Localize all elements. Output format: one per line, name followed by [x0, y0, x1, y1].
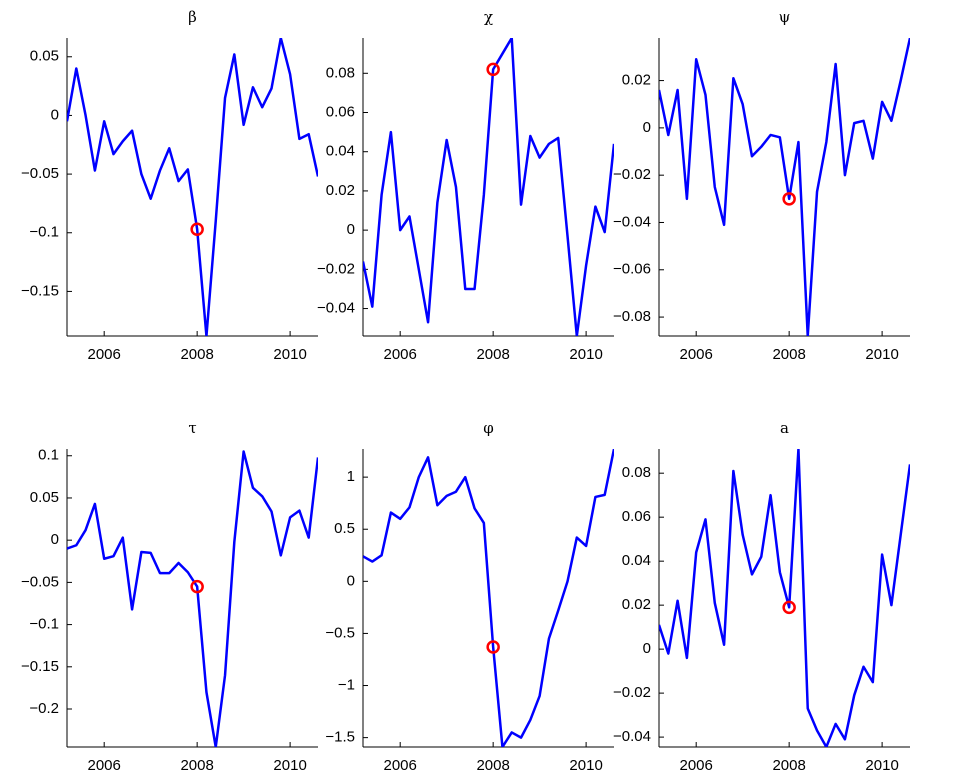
subplot: β 0.05 0 −0.05 −0.1 −0.15 2006 2008 2010 [21, 8, 318, 363]
y-tick-label: −0.02 [613, 684, 651, 701]
y-tick-label: −0.08 [613, 308, 651, 325]
highlight-marker [190, 222, 204, 236]
y-tick-label: −0.1 [29, 616, 59, 633]
y-tick-label: 0 [347, 572, 355, 589]
plot-area [659, 38, 910, 336]
y-tick-label: 0.1 [38, 447, 59, 464]
data-line [363, 38, 614, 336]
x-tick-label: 2006 [383, 757, 416, 774]
y-tick-label: 0 [51, 531, 59, 548]
x-tick-label: 2008 [180, 757, 213, 774]
y-tick-label: −0.04 [613, 728, 651, 745]
x-tick-label: 2006 [679, 346, 712, 363]
y-tick-label: 0 [643, 119, 651, 136]
subplot-title: φ [483, 419, 494, 437]
x-tick-label: 2006 [87, 757, 120, 774]
subplot-title: ψ [779, 8, 791, 26]
x-tick-label: 2010 [273, 757, 306, 774]
subplot-title: a [780, 419, 789, 437]
subplot: τ 0.1 0.05 0 −0.05 −0.1 −0.15 −0.2 2006 2008 2010 [21, 419, 318, 774]
y-tick-label: 0 [347, 221, 355, 238]
data-line [67, 450, 318, 747]
subplot-title: β [188, 8, 197, 26]
x-tick-label: 2006 [679, 757, 712, 774]
x-tick-label: 2010 [273, 346, 306, 363]
data-line [67, 38, 318, 336]
y-tick-label: 0 [643, 640, 651, 657]
y-tick-label: −0.5 [325, 624, 355, 641]
y-tick-label: 0.5 [334, 520, 355, 537]
plot-area [659, 449, 910, 747]
x-tick-label: 2008 [772, 757, 805, 774]
plot-area [67, 38, 318, 336]
x-tick-label: 2008 [772, 346, 805, 363]
y-tick-label: −0.06 [613, 261, 651, 278]
plot-area [363, 449, 614, 747]
y-tick-label: −1.5 [325, 729, 355, 746]
x-tick-label: 2006 [383, 346, 416, 363]
y-tick-label: −0.04 [613, 213, 651, 230]
y-tick-label: 0.02 [622, 72, 651, 89]
data-line [363, 449, 614, 747]
y-tick-label: 0.06 [326, 103, 355, 120]
subplot-title: τ [188, 419, 196, 437]
subplot: a 0.08 0.06 0.04 0.02 0 −0.02 −0.04 2006 2008 2010 [613, 419, 910, 774]
x-tick-label: 2010 [569, 346, 602, 363]
highlight-marker [190, 579, 204, 594]
y-tick-label: 0.05 [30, 489, 59, 506]
x-tick-label: 2008 [476, 346, 509, 363]
y-tick-label: 1 [347, 468, 355, 485]
y-tick-label: 0.08 [326, 64, 355, 81]
y-tick-label: −0.02 [317, 260, 355, 277]
y-tick-label: −0.2 [29, 700, 59, 717]
plot-area [67, 450, 318, 747]
y-tick-label: 0 [51, 106, 59, 123]
x-tick-label: 2006 [87, 346, 120, 363]
x-tick-label: 2010 [865, 346, 898, 363]
subplot: χ 0.08 0.06 0.04 0.02 0 −0.02 −0.04 2006 2008 2010 [317, 8, 614, 363]
y-tick-label: 0.04 [622, 552, 651, 569]
plot-area [363, 38, 614, 336]
subplot: φ 1 0.5 0 −0.5 −1 −1.5 2006 2008 2010 [325, 419, 614, 774]
y-tick-label: 0.02 [326, 182, 355, 199]
y-tick-label: 0.05 [30, 48, 59, 65]
y-tick-label: −0.05 [21, 573, 59, 590]
subplot: ψ 0.02 0 −0.02 −0.04 −0.06 −0.08 2006 2008 2010 [613, 8, 910, 363]
highlight-marker [782, 600, 796, 615]
y-tick-label: −0.15 [21, 282, 59, 299]
y-tick-label: 0.04 [326, 143, 355, 160]
highlight-marker [782, 192, 796, 206]
y-tick-label: 0.08 [622, 464, 651, 481]
data-line [659, 449, 910, 747]
x-tick-label: 2010 [865, 757, 898, 774]
y-tick-label: −0.02 [613, 166, 651, 183]
x-tick-label: 2008 [180, 346, 213, 363]
y-tick-label: −0.05 [21, 165, 59, 182]
data-line [659, 38, 910, 336]
y-tick-label: −1 [338, 676, 355, 693]
x-tick-label: 2010 [569, 757, 602, 774]
highlight-marker [486, 640, 500, 654]
y-tick-label: −0.04 [317, 300, 355, 317]
y-tick-label: 0.06 [622, 508, 651, 525]
highlight-marker [486, 62, 500, 77]
y-tick-label: 0.02 [622, 596, 651, 613]
x-tick-label: 2008 [476, 757, 509, 774]
subplot-title: χ [484, 8, 493, 26]
y-tick-label: −0.15 [21, 658, 59, 675]
y-tick-label: −0.1 [29, 224, 59, 241]
